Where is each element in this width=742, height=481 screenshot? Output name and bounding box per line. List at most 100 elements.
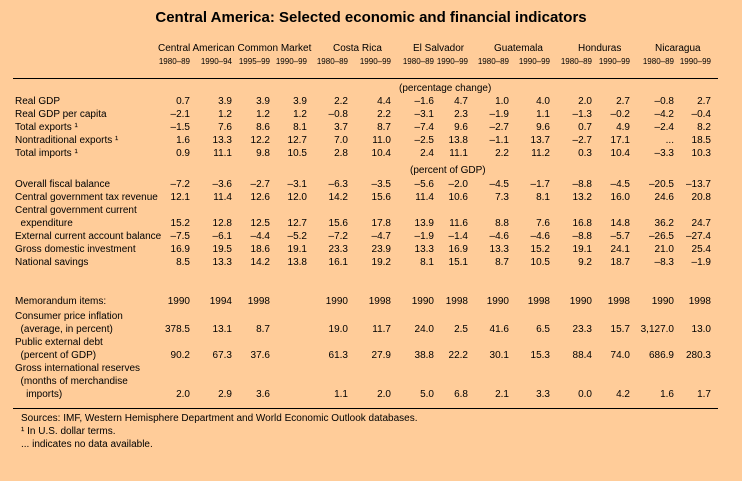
footer-rule xyxy=(13,408,718,409)
row-label: Central government tax revenue xyxy=(15,192,158,203)
unit-label-percentage-change: (percentage change) xyxy=(399,83,492,94)
cell-value: 1.1 xyxy=(536,109,550,120)
cell-value: 5.0 xyxy=(420,389,434,400)
cell-value: –0.8 xyxy=(328,109,348,120)
cell-value: 90.2 xyxy=(170,350,190,361)
cell-value: 14.8 xyxy=(610,218,630,229)
cell-value: 16.0 xyxy=(610,192,630,203)
cell-value: 686.9 xyxy=(648,350,674,361)
table-row: External current account balance –7.5 –6.1… xyxy=(0,231,742,243)
cell-value: –6.1 xyxy=(212,231,232,242)
note-no-data: ... indicates no data available. xyxy=(21,439,153,450)
cell-value: 24.7 xyxy=(691,218,711,229)
cell-value: 10.5 xyxy=(287,148,307,159)
cell-value: –7.5 xyxy=(170,231,190,242)
cell-value: 11.1 xyxy=(449,148,468,159)
cell-value: 37.6 xyxy=(250,350,270,361)
cell-value: –7.2 xyxy=(328,231,348,242)
table-row: Central government current xyxy=(0,205,742,217)
cell-value: 8.1 xyxy=(536,192,550,203)
table-row: Real GDP 0.7 3.9 3.9 3.9 2.2 4.4 –1.6 4.7 1.0 4.0 2… xyxy=(0,96,742,108)
period-header: 1995–99 xyxy=(238,57,270,66)
cell-value: 0.3 xyxy=(578,148,592,159)
row-label: imports) xyxy=(15,389,63,400)
memo-year: 1990 xyxy=(325,296,348,307)
cell-value: –2.4 xyxy=(654,122,674,133)
cell-value: 13.3 xyxy=(489,244,509,255)
cell-value: 1.2 xyxy=(218,109,232,120)
cell-value: 6.5 xyxy=(536,324,550,335)
cell-value: 24.1 xyxy=(610,244,630,255)
cell-value: 7.3 xyxy=(495,192,509,203)
cell-value: 10.6 xyxy=(448,192,468,203)
cell-value: 27.9 xyxy=(371,350,391,361)
cell-value: 14.2 xyxy=(328,192,348,203)
cell-value: 8.2 xyxy=(697,122,711,133)
cell-value: 16.1 xyxy=(328,257,348,268)
cell-value: 2.9 xyxy=(218,389,232,400)
cell-value: –2.5 xyxy=(414,135,434,146)
row-label: (percent of GDP) xyxy=(15,350,97,361)
group-header-cacm: Central American Common Market xyxy=(158,43,312,54)
cell-value: 2.4 xyxy=(420,148,434,159)
cell-value: –4.7 xyxy=(371,231,391,242)
cell-value: 6.8 xyxy=(454,389,468,400)
cell-value: 22.2 xyxy=(448,350,468,361)
table-row: imports) 2.0 2.9 3.6 1.1 2.0 5.0 6.8 2.1 3.3 0.0 4.… xyxy=(0,389,742,401)
row-label: Central government current xyxy=(15,205,137,216)
cell-value: 1.7 xyxy=(697,389,711,400)
cell-value: 1.1 xyxy=(334,389,348,400)
cell-value: –4.5 xyxy=(610,179,630,190)
table-row: Real GDP per capita –2.1 1.2 1.2 1.2 –0.8 2.2 –… xyxy=(0,109,742,121)
cell-value: 61.3 xyxy=(328,350,348,361)
cell-value: –20.5 xyxy=(648,179,674,190)
table-row: Total exports ¹ –1.5 7.6 8.6 8.1 3.7 8.7 –7.4 9.… xyxy=(0,122,742,134)
cell-value: 9.6 xyxy=(536,122,550,133)
table-row: Nontraditional exports ¹ 1.6 13.3 12.2 12.7 7… xyxy=(0,135,742,147)
cell-value: –4.6 xyxy=(530,231,550,242)
memo-year: 1998 xyxy=(527,296,550,307)
cell-value: 0.0 xyxy=(578,389,592,400)
period-header: 1980–89 xyxy=(477,57,509,66)
cell-value: 9.2 xyxy=(578,257,592,268)
cell-value: 8.7 xyxy=(256,324,270,335)
cell-value: 13.2 xyxy=(572,192,592,203)
cell-value: 12.7 xyxy=(287,218,307,229)
cell-value: 88.4 xyxy=(572,350,592,361)
cell-value: 12.5 xyxy=(250,218,270,229)
cell-value: 8.6 xyxy=(256,122,270,133)
period-header: 1990–99 xyxy=(275,57,307,66)
cell-value: –2.7 xyxy=(250,179,270,190)
cell-value: 11.0 xyxy=(372,135,391,146)
cell-value: 3.7 xyxy=(334,122,348,133)
table-row: (average, in percent) 378.5 13.1 8.7 19.0 11.… xyxy=(0,324,742,336)
table-row: Central government tax revenue 12.1 11.4 12… xyxy=(0,192,742,204)
header-rule xyxy=(13,78,718,79)
cell-value: 8.1 xyxy=(420,257,434,268)
table-title: Central America: Selected economic and f… xyxy=(155,9,587,26)
row-label: Total imports ¹ xyxy=(15,148,78,159)
cell-value: 15.6 xyxy=(328,218,348,229)
cell-value: –0.4 xyxy=(691,109,711,120)
cell-value: 23.9 xyxy=(371,244,391,255)
cell-value: –5.7 xyxy=(610,231,630,242)
cell-value: 13.1 xyxy=(212,324,232,335)
memo-header-row: Memorandum items: 1990 1994 1998 1990 1998 199… xyxy=(0,296,742,308)
cell-value: 1.6 xyxy=(660,389,674,400)
cell-value: 11.7 xyxy=(372,324,391,335)
cell-value: 8.8 xyxy=(495,218,509,229)
cell-value: 8.5 xyxy=(176,257,190,268)
cell-value: 3.9 xyxy=(293,96,307,107)
cell-value: –2.7 xyxy=(489,122,509,133)
period-header: 1980–89 xyxy=(560,57,592,66)
cell-value: 8.7 xyxy=(377,122,391,133)
cell-value: 15.6 xyxy=(371,192,391,203)
table-row: Gross domestic investment 16.9 19.5 18.6 19.… xyxy=(0,244,742,256)
memo-year: 1990 xyxy=(411,296,434,307)
period-header: 1990–94 xyxy=(200,57,232,66)
cell-value: 2.1 xyxy=(495,389,509,400)
cell-value: –26.5 xyxy=(648,231,674,242)
cell-value: –0.2 xyxy=(610,109,630,120)
cell-value: 2.0 xyxy=(578,96,592,107)
cell-value: 4.2 xyxy=(616,389,630,400)
